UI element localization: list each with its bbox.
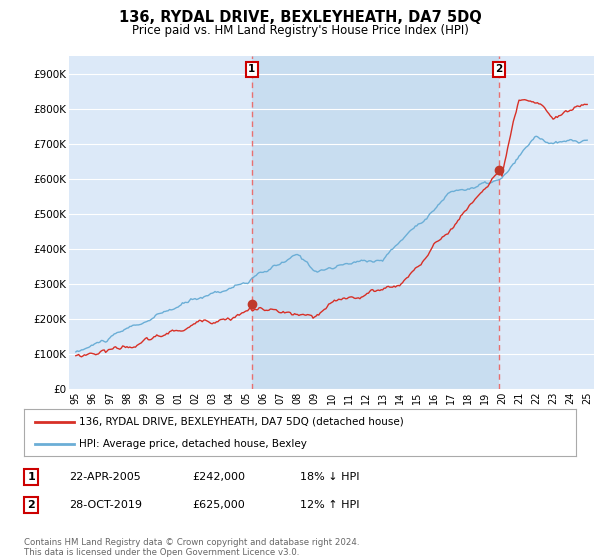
Text: £625,000: £625,000	[192, 500, 245, 510]
Text: 28-OCT-2019: 28-OCT-2019	[69, 500, 142, 510]
Text: 2: 2	[496, 64, 503, 74]
Text: 18% ↓ HPI: 18% ↓ HPI	[300, 472, 359, 482]
Text: 2: 2	[28, 500, 35, 510]
Bar	[252, 56, 499, 389]
Text: 136, RYDAL DRIVE, BEXLEYHEATH, DA7 5DQ (detached house): 136, RYDAL DRIVE, BEXLEYHEATH, DA7 5DQ (…	[79, 417, 404, 427]
Text: 22-APR-2005: 22-APR-2005	[69, 472, 141, 482]
Text: 136, RYDAL DRIVE, BEXLEYHEATH, DA7 5DQ: 136, RYDAL DRIVE, BEXLEYHEATH, DA7 5DQ	[119, 10, 481, 25]
Text: £242,000: £242,000	[192, 472, 245, 482]
Text: Contains HM Land Registry data © Crown copyright and database right 2024.
This d: Contains HM Land Registry data © Crown c…	[24, 538, 359, 557]
Text: 1: 1	[248, 64, 256, 74]
Text: HPI: Average price, detached house, Bexley: HPI: Average price, detached house, Bexl…	[79, 438, 307, 449]
Text: 1: 1	[28, 472, 35, 482]
Text: Price paid vs. HM Land Registry's House Price Index (HPI): Price paid vs. HM Land Registry's House …	[131, 24, 469, 36]
Text: 12% ↑ HPI: 12% ↑ HPI	[300, 500, 359, 510]
